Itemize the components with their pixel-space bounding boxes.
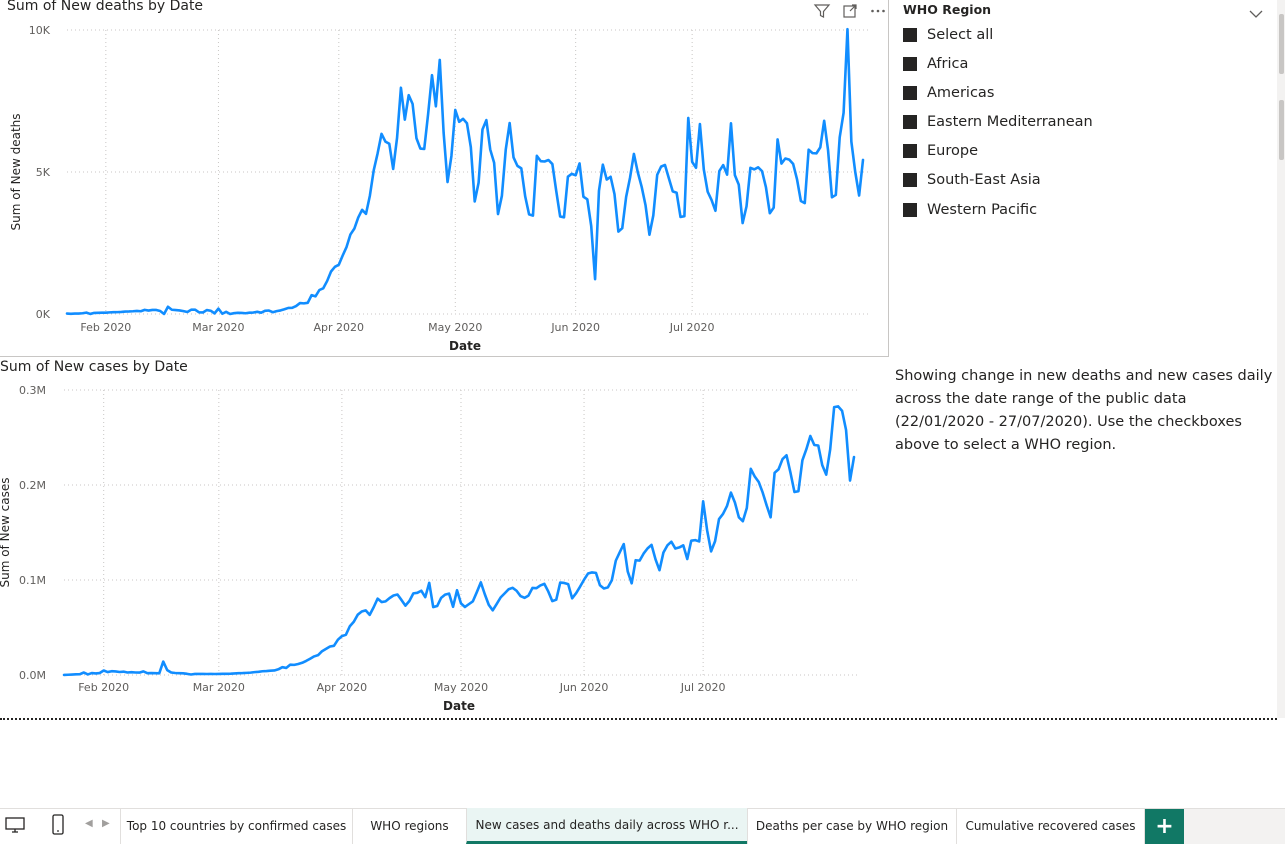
more-options-icon[interactable] [869,2,887,20]
x-tick-label: Feb 2020 [78,681,129,694]
x-tick-label: Jun 2020 [559,681,609,694]
slicer-item-label: Africa [927,56,969,72]
checkbox[interactable] [903,173,917,187]
x-tick-label: Jul 2020 [669,321,715,334]
scrollbar-thumb-secondary[interactable] [1279,100,1284,160]
y-tick-label: 0.0M [19,669,46,682]
page-scrollbar[interactable] [1277,0,1285,718]
tab-label: WHO regions [370,819,449,833]
slicer-title: WHO Region [903,2,992,17]
scrollbar-thumb[interactable] [1279,14,1284,74]
slicer-item[interactable]: South-East Asia [903,169,1041,191]
x-axis-title: Date [449,339,481,353]
x-tick-label: Mar 2020 [193,681,245,694]
slicer-item[interactable]: Western Pacific [903,199,1037,221]
slicer-item-label: South-East Asia [927,172,1041,188]
desktop-view-icon[interactable] [2,810,28,840]
y-tick-label: 10K [29,24,51,37]
tab-label: Cumulative recovered cases [965,819,1136,833]
checkbox[interactable] [903,115,917,129]
tab-deaths-per-case[interactable]: Deaths per case by WHO region [747,808,956,844]
slicer-item-label: Europe [927,143,978,159]
x-tick-label: Mar 2020 [192,321,244,334]
series-line[interactable] [62,405,856,677]
deaths-chart-title: Sum of New deaths by Date [7,0,204,14]
tab-label: New cases and deaths daily across WHO r.… [475,817,739,832]
chevron-down-icon[interactable] [1249,4,1263,18]
y-tick-label: 0K [36,308,51,321]
focus-mode-icon[interactable] [841,2,859,20]
slicer-item-label: Americas [927,85,995,101]
next-page-icon[interactable]: ▶ [102,818,110,829]
slicer-item[interactable]: Africa [903,53,968,75]
mobile-view-icon[interactable] [45,810,71,840]
x-tick-label: May 2020 [428,321,482,334]
slicer-item-label: Eastern Mediterranean [927,114,1093,130]
slicer-item[interactable]: Select all [903,24,993,46]
description-text: Showing change in new deaths and new cas… [895,368,1273,453]
x-tick-label: Apr 2020 [314,321,365,334]
x-tick-label: May 2020 [434,681,488,694]
x-tick-label: Jun 2020 [550,321,600,334]
cases-chart-title: Sum of New cases by Date [0,359,188,375]
visual-border-right [888,0,889,357]
checkbox[interactable] [903,203,917,217]
x-tick-label: Jul 2020 [680,681,726,694]
tab-bar-filler [1184,809,1285,844]
y-tick-label: 0.1M [19,574,46,587]
slicer-item[interactable]: Eastern Mediterranean [903,111,1093,133]
checkbox[interactable] [903,86,917,100]
x-tick-label: Feb 2020 [80,321,131,334]
tab-who-regions[interactable]: WHO regions [352,808,466,844]
x-axis-title: Date [443,699,475,713]
filter-icon[interactable] [813,2,831,20]
series-line[interactable] [65,27,865,316]
cases-line-chart[interactable]: 0.3M 0.2M 0.1M 0.0M Feb 2020 Mar 2020 Apr 2020… [0,358,890,718]
y-tick-label: 5K [36,166,51,179]
slicer-item-label: Select all [927,27,994,43]
tab-top-10-countries[interactable]: Top 10 countries by confirmed cases [120,808,352,844]
y-axis-title: Sum of New deaths [9,113,23,230]
y-tick-label: 0.2M [19,479,46,492]
deaths-line-chart[interactable]: 10K 5K 0K Feb 2020 Mar 2020 Apr 2020 May 2020 J… [0,0,890,358]
tab-new-cases-deaths[interactable]: New cases and deaths daily across WHO r.… [466,808,747,844]
x-tick-label: Apr 2020 [317,681,368,694]
slicer-item[interactable]: Americas [903,82,994,104]
prev-page-icon[interactable]: ◀ [85,818,93,829]
checkbox[interactable] [903,28,917,42]
add-page-button[interactable]: + [1145,809,1184,844]
y-tick-label: 0.3M [19,384,46,397]
y-axis-title: Sum of New cases [0,478,12,588]
tab-label: Top 10 countries by confirmed cases [126,819,347,833]
visual-border-bottom [0,356,889,357]
tab-cumulative-recovered[interactable]: Cumulative recovered cases [956,808,1145,844]
slicer-item-label: Western Pacific [927,202,1038,218]
checkbox[interactable] [903,144,917,158]
slicer-item[interactable]: Europe [903,140,978,162]
checkbox[interactable] [903,57,917,71]
page-boundary [0,718,1277,720]
tab-label: Deaths per case by WHO region [755,819,949,833]
